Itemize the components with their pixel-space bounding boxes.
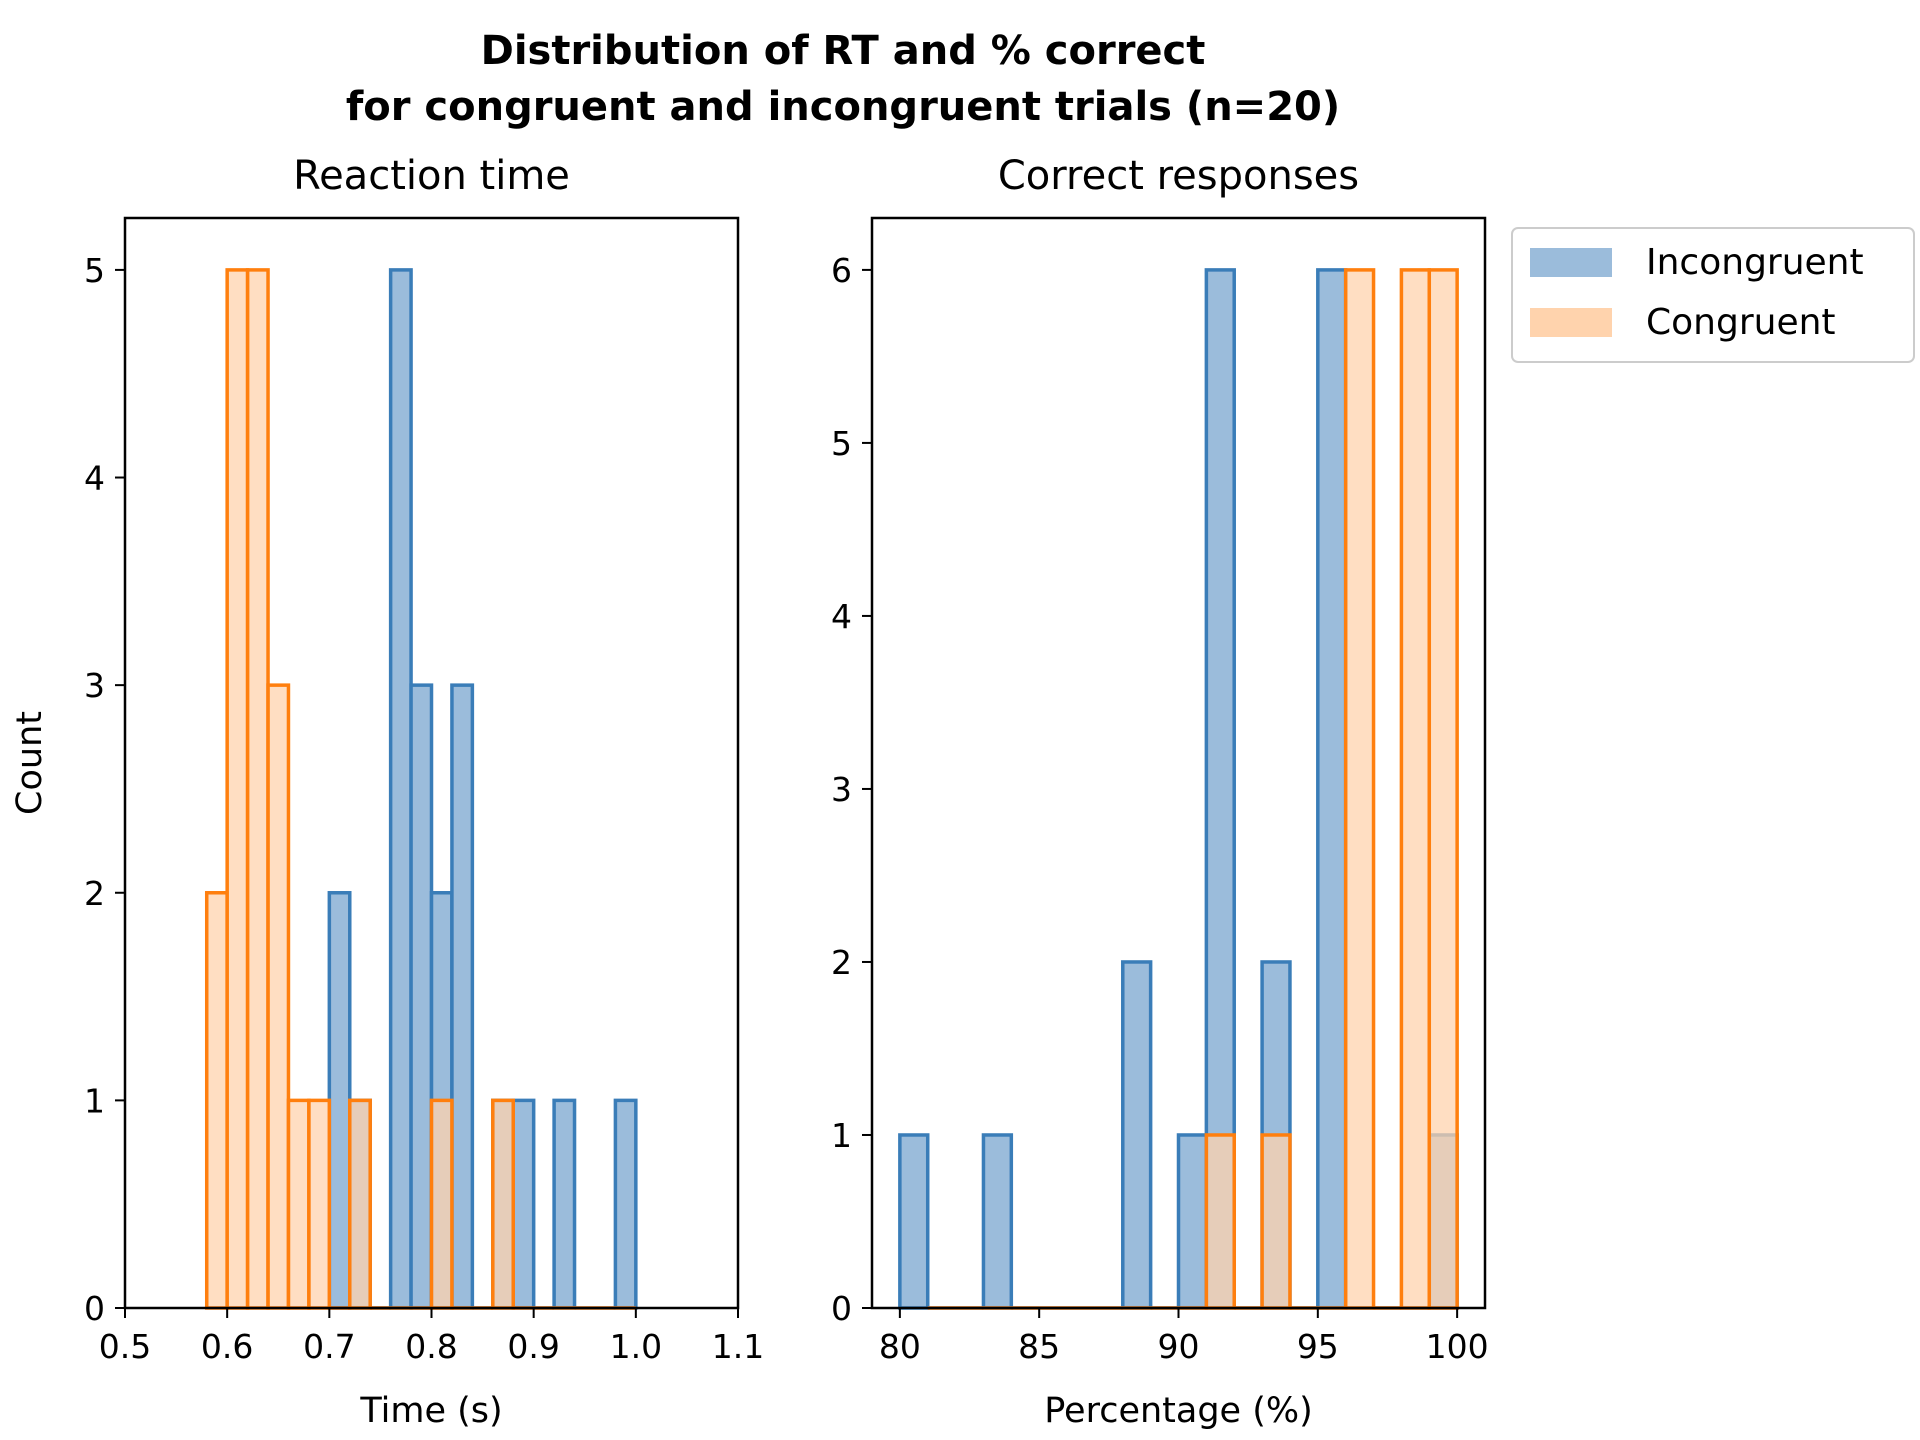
bar-incongruent [450, 683, 475, 1310]
bar-incongruent [552, 1098, 577, 1310]
bar-congruent [1343, 268, 1376, 1310]
bar-congruent [429, 1098, 454, 1310]
bar-congruent [307, 1098, 332, 1310]
legend-label-incongruent: Incongruent [1646, 242, 1864, 283]
figure-title-line2: for congruent and incongruent trials (n=… [346, 84, 1340, 130]
y-tick-label: 3 [831, 770, 852, 809]
panel-pct: 80 85 90 95 100 0 1 2 3 4 5 6 Correct responses Perce… [831, 153, 1489, 1431]
bar-incongruent [1121, 960, 1153, 1310]
y-tick-label: 2 [831, 943, 852, 982]
bar-incongruent [981, 1133, 1014, 1310]
x-axis-label: Percentage (%) [1044, 1391, 1313, 1431]
legend: Incongruent Congruent [1511, 227, 1915, 363]
panel-title: Correct responses [998, 153, 1359, 199]
y-tick-label: 0 [831, 1289, 852, 1328]
panel-rt: 0.5 0.6 0.7 0.8 0.9 1.0 1.1 0 1 2 3 4 5 Reaction time… [10, 153, 764, 1431]
bar-congruent [1427, 268, 1459, 1310]
bar-incongruent [511, 1098, 536, 1310]
x-tick-label: 80 [879, 1327, 921, 1366]
x-tick-label: 0.9 [507, 1327, 559, 1366]
x-tick-label: 1.1 [712, 1327, 764, 1366]
bar-incongruent [1316, 268, 1348, 1310]
bar-incongruent [898, 1133, 930, 1310]
bar-congruent [204, 891, 229, 1310]
bar-congruent [348, 1098, 372, 1310]
bar-congruent [1260, 1133, 1292, 1310]
bar-incongruent [1176, 1133, 1209, 1310]
y-tick-label: 0 [84, 1289, 105, 1328]
legend-swatch-incongruent [1530, 248, 1612, 277]
y-tick-label: 1 [84, 1081, 105, 1120]
bar-incongruent [388, 268, 413, 1310]
x-axis-label: Time (s) [359, 1391, 502, 1431]
bar-congruent [491, 1098, 515, 1310]
panel-title: Reaction time [293, 153, 570, 199]
x-tick-label: 0.8 [405, 1327, 457, 1366]
y-tick-label: 5 [84, 251, 105, 290]
x-tick-label: 100 [1426, 1327, 1489, 1366]
y-tick-label: 5 [831, 424, 852, 463]
series-incongruent [327, 268, 638, 1310]
x-tick-label: 90 [1158, 1327, 1200, 1366]
x-tick-label: 0.7 [303, 1327, 355, 1366]
bar-congruent [225, 268, 250, 1310]
y-axis-label: Count [10, 711, 50, 815]
x-tick-label: 0.6 [201, 1327, 253, 1366]
x-tick-label: 85 [1018, 1327, 1060, 1366]
x-tick-label: 1.0 [610, 1327, 662, 1366]
legend-frame [1511, 227, 1915, 363]
bar-congruent [1204, 1133, 1236, 1310]
y-tick-label: 6 [831, 251, 852, 290]
bar-congruent [286, 1098, 311, 1310]
y-tick-label: 4 [831, 597, 852, 636]
x-tick-label: 0.5 [99, 1327, 151, 1366]
y-tick-label: 4 [84, 459, 105, 498]
bar-congruent [1399, 268, 1432, 1310]
legend-label-congruent: Congruent [1646, 302, 1836, 343]
y-tick-label: 1 [831, 1116, 852, 1155]
bar-congruent [245, 268, 270, 1310]
series-congruent [927, 268, 1459, 1310]
legend-swatch-congruent [1530, 308, 1612, 337]
figure-title-line1: Distribution of RT and % correct [481, 28, 1206, 74]
bar-incongruent [613, 1098, 638, 1310]
bar-incongruent [409, 683, 434, 1310]
bar-congruent [266, 683, 291, 1310]
bar-incongruent [327, 891, 352, 1310]
x-tick-label: 95 [1297, 1327, 1339, 1366]
y-tick-label: 2 [84, 874, 105, 913]
y-tick-label: 3 [84, 666, 105, 705]
